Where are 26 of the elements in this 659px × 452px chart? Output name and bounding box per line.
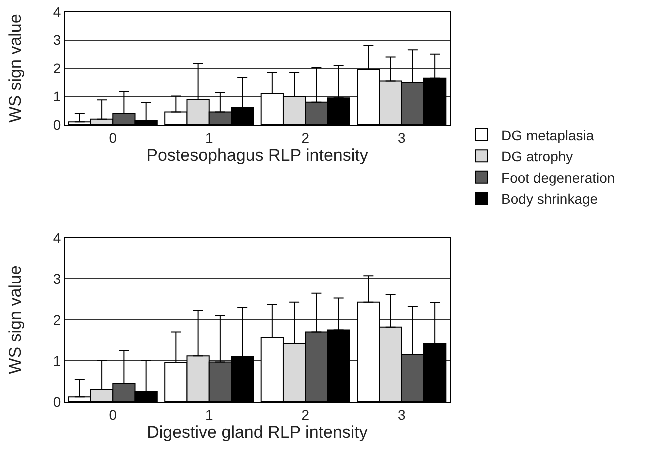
x-axis-title: Postesophagus RLP intensity	[146, 146, 369, 165]
legend-label: Body shrinkage	[502, 191, 598, 208]
legend-label: DG atrophy	[502, 148, 574, 165]
y-tick-label: 2	[53, 312, 62, 328]
y-tick-label: 1	[53, 88, 62, 105]
x-tick-label: 1	[205, 130, 214, 146]
y-tick-label: 0	[53, 116, 62, 133]
x-tick-label: 0	[109, 406, 118, 423]
y-tick-label: 2	[53, 60, 62, 76]
x-tick-label: 1	[205, 406, 214, 423]
y-tick-label: 1	[53, 352, 62, 369]
y-tick-label: 4	[53, 230, 62, 246]
legend-label: DG metaplasia	[502, 127, 594, 144]
x-tick-label: 0	[109, 130, 118, 146]
y-tick-label: 3	[53, 270, 62, 287]
x-axis-title: Digestive gland RLP intensity	[147, 422, 368, 442]
y-tick-label: 0	[53, 394, 62, 410]
y-tick-label: 4	[53, 4, 62, 20]
x-tick-label: 3	[398, 406, 406, 423]
y-tick-label: 3	[53, 32, 62, 48]
x-tick-label: 2	[302, 130, 310, 146]
x-tick-label: 2	[302, 406, 310, 423]
y-axis-title: WS sign value	[6, 14, 25, 123]
x-tick-label: 3	[398, 130, 406, 146]
y-axis-title: WS sign value	[6, 266, 25, 374]
legend-label: Foot degeneration	[502, 170, 616, 186]
